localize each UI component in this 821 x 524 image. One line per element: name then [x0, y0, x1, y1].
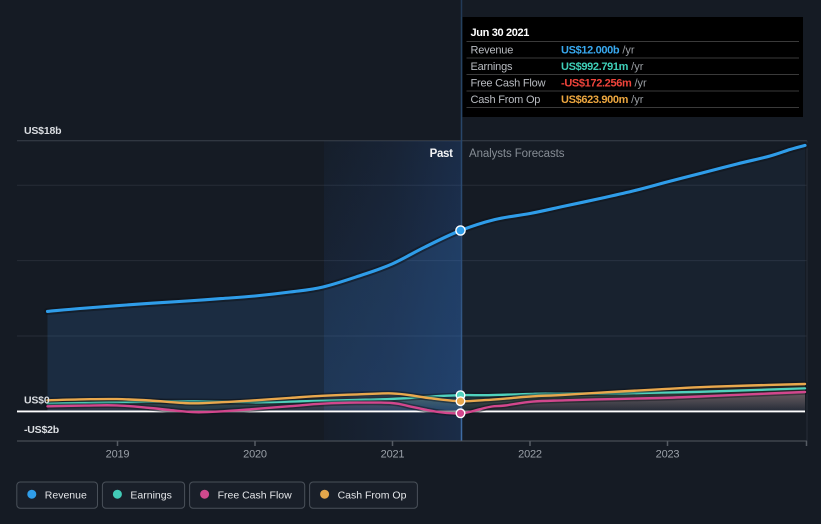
svg-text:-US$2b: -US$2b	[24, 424, 59, 436]
svg-text:Free Cash Flow: Free Cash Flow	[471, 77, 546, 89]
svg-text:2023: 2023	[656, 449, 680, 461]
svg-text:Analysts Forecasts: Analysts Forecasts	[469, 148, 565, 160]
svg-text:-US$172.256m /yr: -US$172.256m /yr	[561, 77, 647, 89]
svg-text:2021: 2021	[381, 449, 405, 461]
svg-text:2019: 2019	[106, 449, 130, 461]
svg-text:US$0: US$0	[24, 395, 50, 407]
svg-text:Earnings: Earnings	[130, 490, 171, 502]
svg-text:Cash From Op: Cash From Op	[338, 490, 407, 502]
svg-text:Revenue: Revenue	[471, 44, 514, 56]
svg-text:US$12.000b /yr: US$12.000b /yr	[561, 44, 635, 56]
svg-text:Cash From Op: Cash From Op	[471, 94, 541, 106]
svg-text:US$623.900m /yr: US$623.900m /yr	[561, 94, 644, 106]
svg-text:Earnings: Earnings	[471, 61, 514, 73]
svg-text:Jun 30 2021: Jun 30 2021	[471, 27, 530, 39]
svg-text:Past: Past	[430, 148, 454, 160]
svg-text:2020: 2020	[243, 449, 267, 461]
svg-text:Revenue: Revenue	[45, 490, 87, 502]
svg-text:Free Cash Flow: Free Cash Flow	[218, 490, 293, 502]
svg-text:US$18b: US$18b	[24, 125, 61, 137]
svg-text:US$992.791m /yr: US$992.791m /yr	[561, 61, 644, 73]
svg-text:2022: 2022	[518, 449, 542, 461]
